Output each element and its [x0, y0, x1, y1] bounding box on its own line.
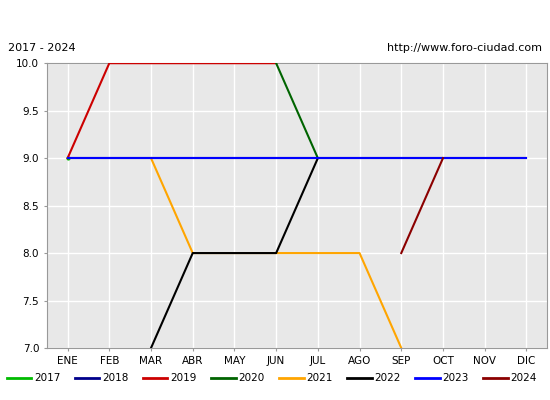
- Text: 2022: 2022: [375, 373, 401, 383]
- Text: 2020: 2020: [238, 373, 265, 383]
- Text: 2019: 2019: [170, 373, 196, 383]
- Text: http://www.foro-ciudad.com: http://www.foro-ciudad.com: [387, 43, 542, 53]
- Text: 2018: 2018: [102, 373, 129, 383]
- Text: 2023: 2023: [442, 373, 469, 383]
- Text: 2017: 2017: [34, 373, 60, 383]
- Text: 2024: 2024: [510, 373, 537, 383]
- Text: Evolucion num de emigrantes en La Pera: Evolucion num de emigrantes en La Pera: [118, 10, 432, 25]
- Text: 2017 - 2024: 2017 - 2024: [8, 43, 76, 53]
- Text: 2021: 2021: [306, 373, 333, 383]
